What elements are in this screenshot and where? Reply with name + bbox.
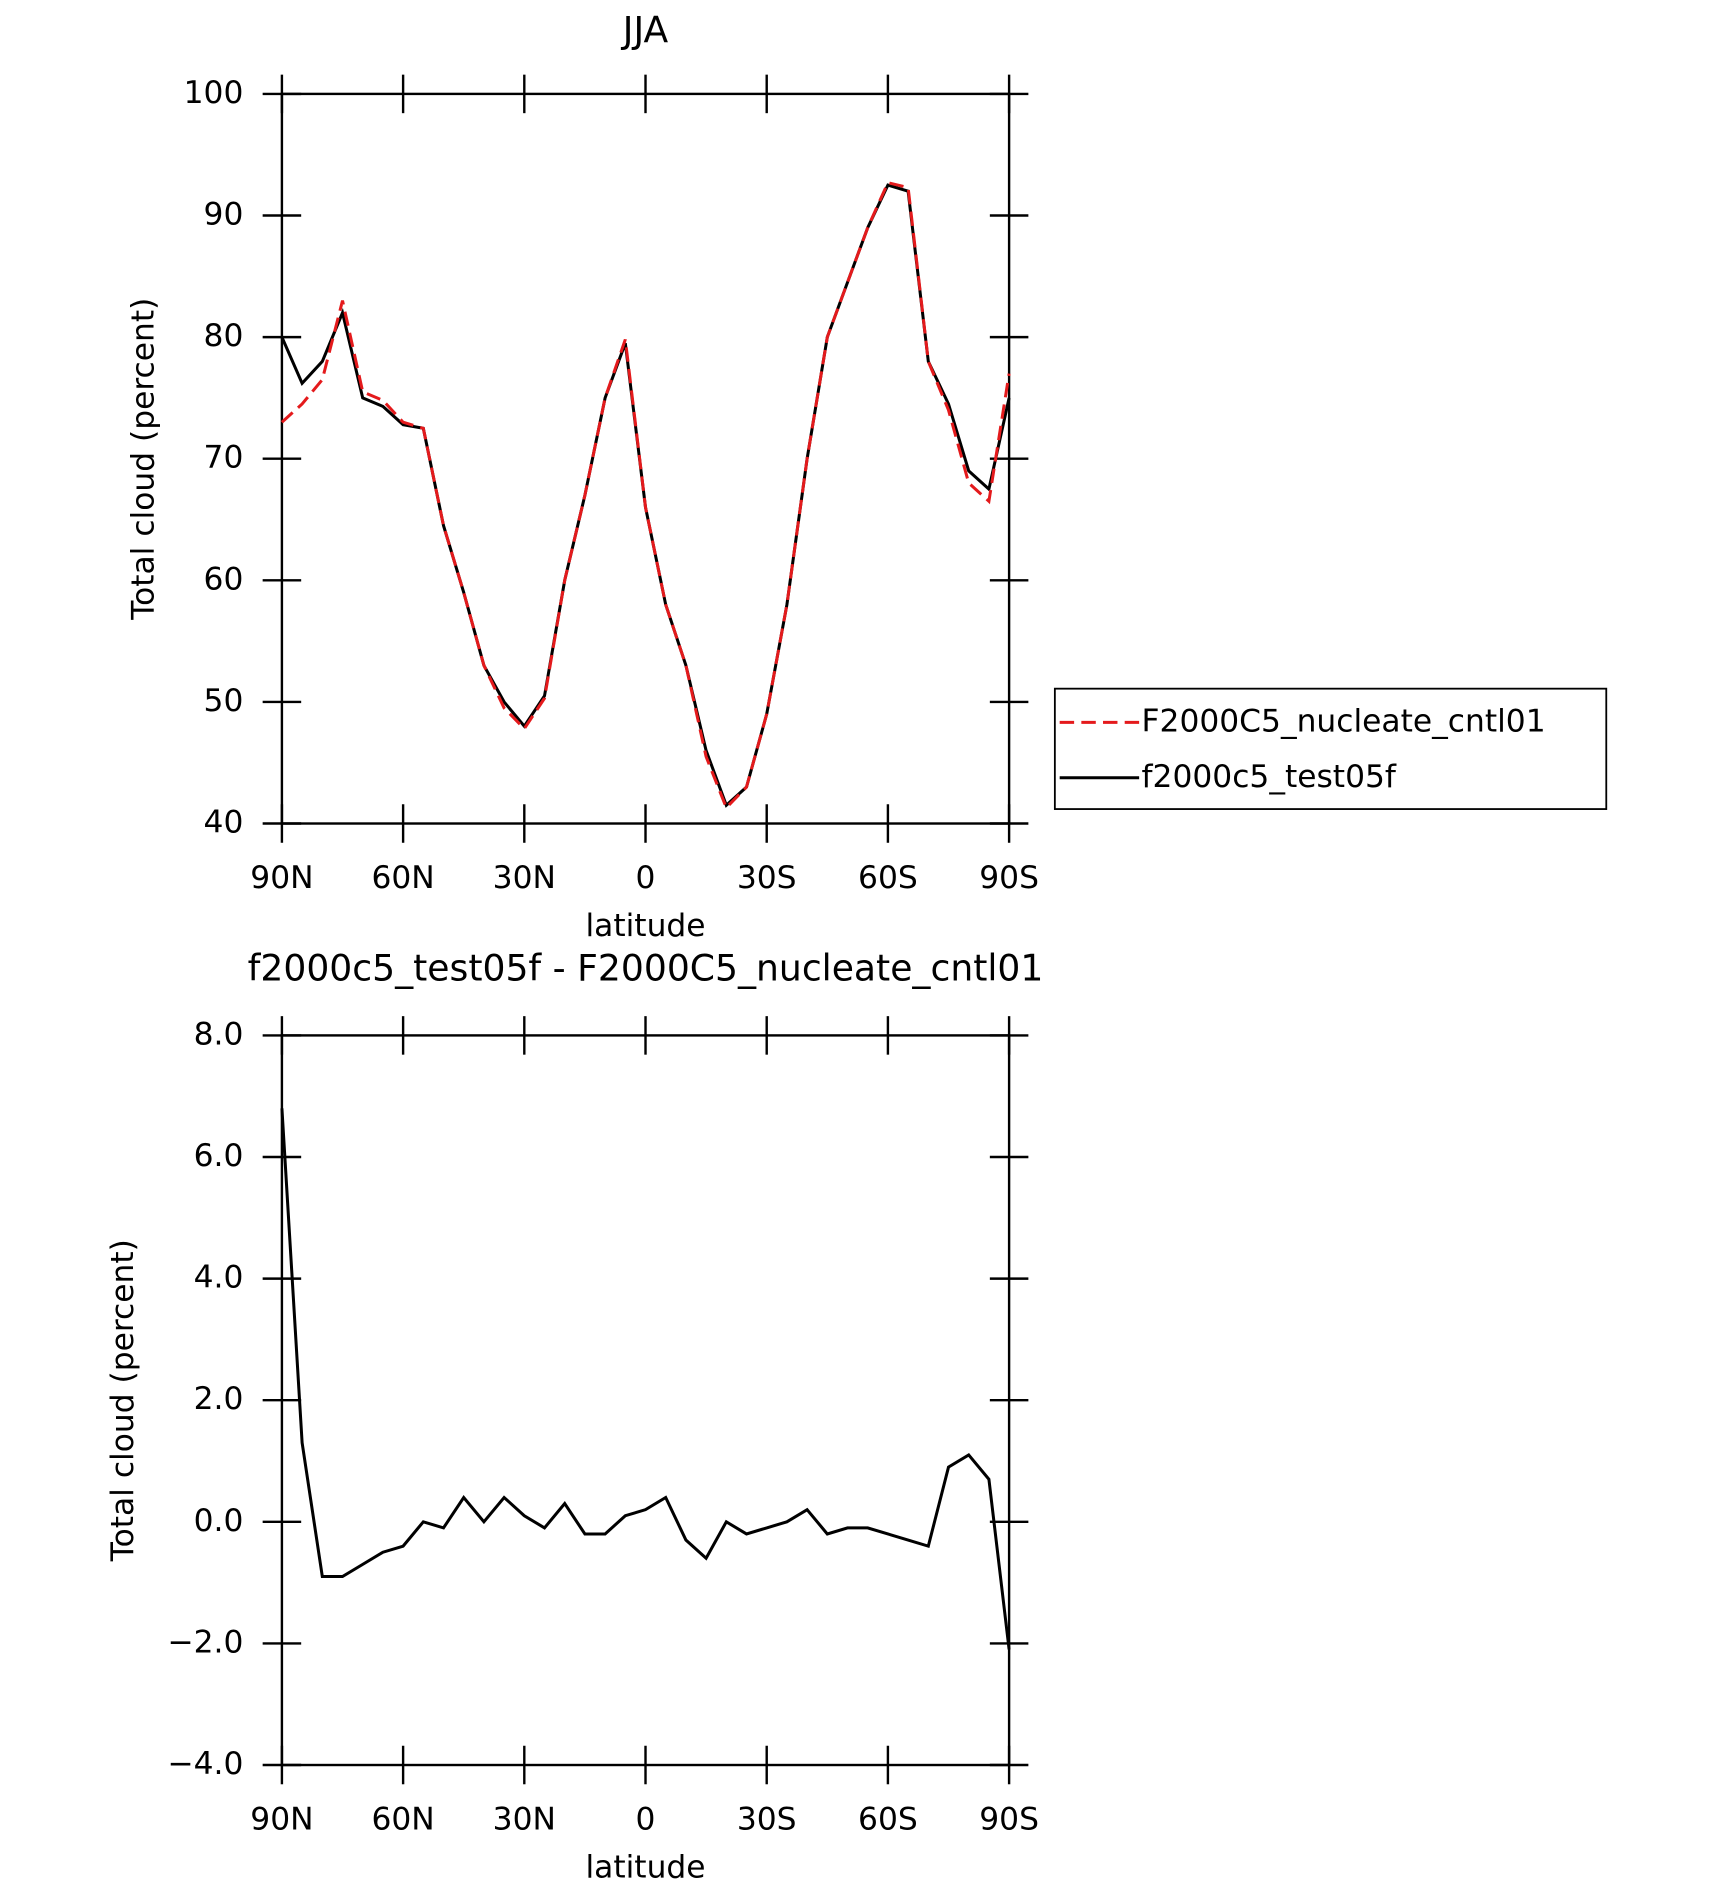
y-tick-label: −4.0 [167,1746,243,1782]
x-tick-label: 90S [979,1801,1039,1837]
y-tick-label: 100 [184,75,244,111]
data-line [280,183,1011,808]
y-axis-label: Total cloud (percent) [105,1239,141,1562]
x-tick-label: 90S [979,860,1039,896]
x-tick-label: 0 [636,860,656,896]
x-tick-label: 30S [737,1801,797,1837]
x-tick-label: 30N [493,860,556,896]
y-tick-label: 40 [204,805,244,841]
x-tick-label: 60N [371,860,434,896]
y-axis-label: Total cloud (percent) [126,298,162,621]
x-tick-label: 60N [371,1801,434,1837]
y-tick-label: 2.0 [194,1381,244,1417]
chart-title: JJA [621,9,669,52]
y-tick-label: 8.0 [194,1016,244,1052]
x-tick-label: 30S [737,860,797,896]
x-tick-label: 90N [250,860,313,896]
x-tick-label: 60S [858,1801,918,1837]
y-tick-label: 90 [204,197,244,233]
y-tick-label: 60 [204,561,244,597]
plot-frame [280,1034,1011,1767]
y-tick-label: 50 [204,683,244,719]
x-tick-label: 90N [250,1801,313,1837]
y-tick-label: 80 [204,318,244,354]
x-tick-label: 0 [636,1801,656,1837]
data-line [280,180,1011,811]
x-axis-label: latitude [585,908,705,944]
chart-title: f2000c5_test05f - F2000C5_nucleate_cntl0… [248,946,1044,989]
y-tick-label: 70 [204,440,244,476]
y-tick-label: 4.0 [194,1260,244,1296]
legend-box [1053,687,1608,810]
x-tick-label: 60S [858,860,918,896]
x-axis-label: latitude [585,1850,705,1883]
plot-frame [280,92,1011,825]
legend-label: F2000C5_nucleate_cntl01 [1142,703,1546,739]
y-tick-label: −2.0 [167,1624,243,1660]
x-tick-label: 30N [493,1801,556,1837]
data-line [280,1108,1011,1650]
legend-label: f2000c5_test05f [1142,759,1397,795]
y-tick-label: 6.0 [194,1138,244,1174]
y-tick-label: 0.0 [194,1503,244,1539]
